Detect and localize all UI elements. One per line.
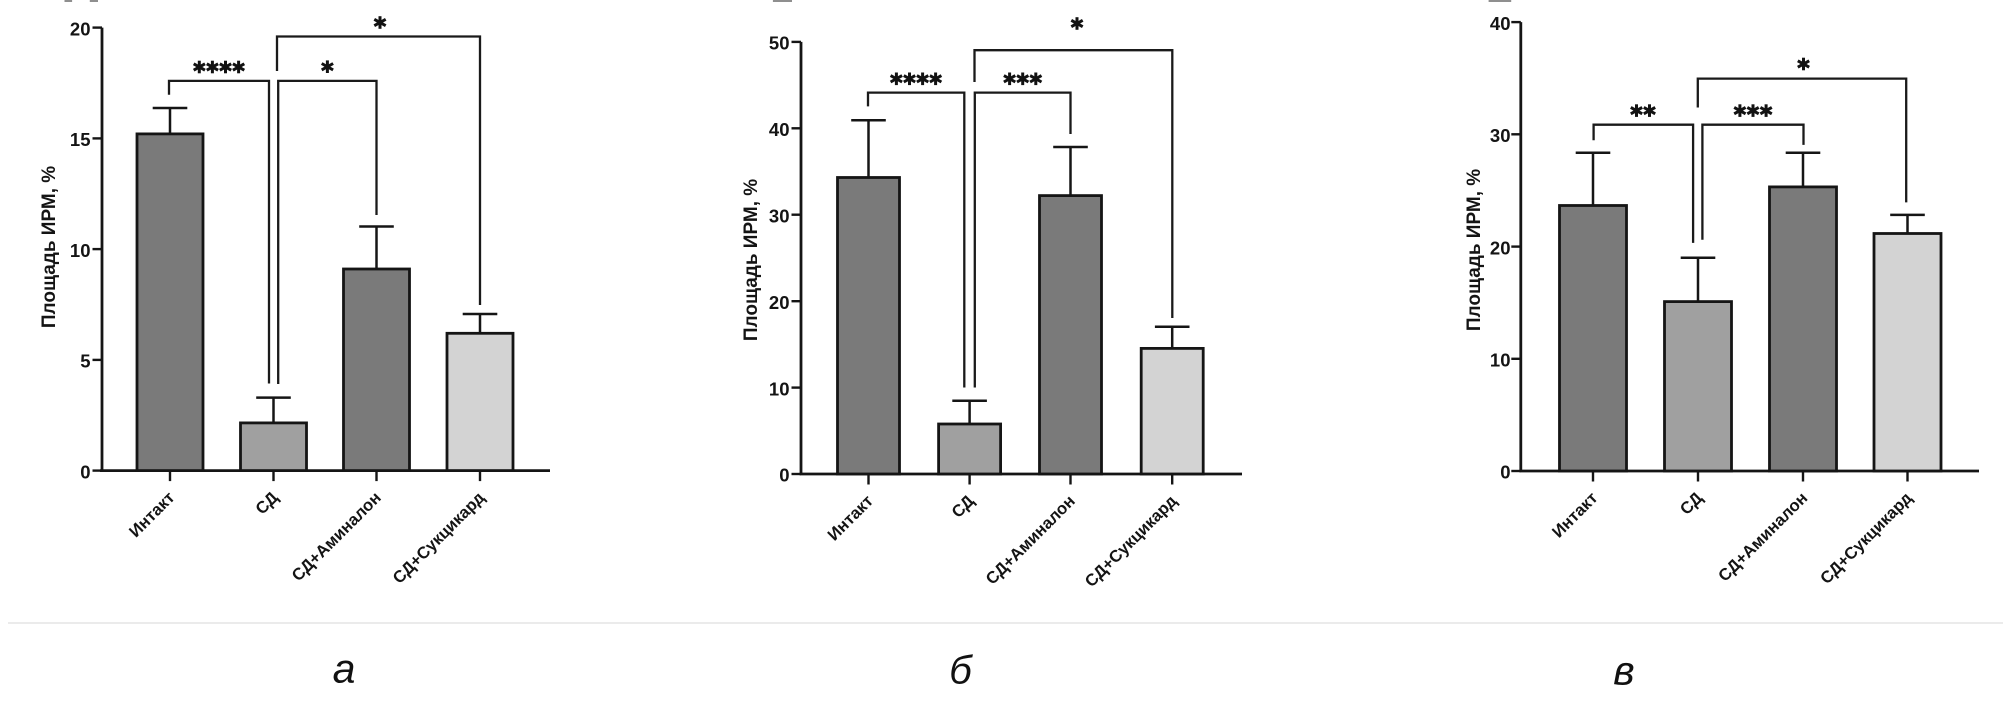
svg-text:15: 15 bbox=[70, 129, 91, 150]
svg-text:10: 10 bbox=[70, 240, 91, 261]
svg-text:0: 0 bbox=[80, 461, 90, 482]
svg-text:0: 0 bbox=[1500, 462, 1510, 483]
svg-text:10: 10 bbox=[1490, 350, 1511, 371]
svg-text:30: 30 bbox=[769, 205, 790, 226]
svg-text:20: 20 bbox=[769, 292, 790, 313]
svg-text:30: 30 bbox=[1490, 125, 1511, 146]
svg-text:б: б bbox=[949, 649, 973, 693]
svg-text:10: 10 bbox=[769, 378, 790, 399]
svg-text:в: в bbox=[1613, 648, 1634, 694]
svg-text:20: 20 bbox=[1490, 237, 1511, 258]
svg-text:а: а bbox=[333, 646, 356, 692]
svg-text:5: 5 bbox=[80, 351, 90, 372]
svg-text:Площадь ИРМ, %: Площадь ИРМ, % bbox=[39, 166, 60, 328]
svg-text:50: 50 bbox=[769, 33, 790, 54]
svg-text:20: 20 bbox=[70, 18, 91, 39]
svg-text:0: 0 bbox=[779, 465, 789, 486]
svg-text:40: 40 bbox=[1490, 13, 1511, 34]
svg-text:40: 40 bbox=[769, 119, 790, 140]
svg-text:Площадь ИРМ, %: Площадь ИРМ, % bbox=[1464, 169, 1485, 331]
svg-text:Площадь ИРМ, %: Площадь ИРМ, % bbox=[741, 179, 762, 341]
